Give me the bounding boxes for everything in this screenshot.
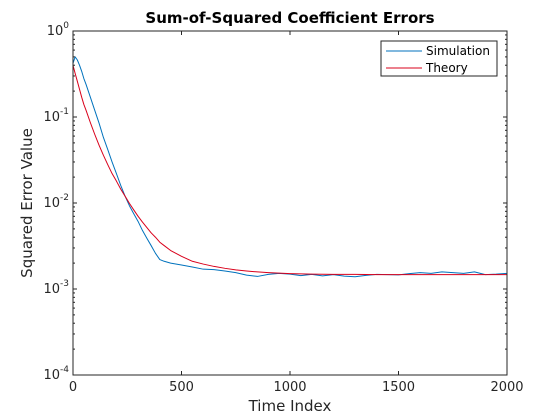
x-axis-ticks: 0 500 1000 1500 2000 [69, 31, 524, 395]
x-axis-label: Time Index [248, 397, 332, 415]
y-axis-ticks: 100 10-1 10-2 10-3 10-4 [43, 21, 507, 383]
plot-background [73, 31, 507, 375]
legend-label-simulation: Simulation [426, 44, 490, 58]
y-tick-label: 10-4 [43, 365, 69, 383]
legend-label-theory: Theory [425, 61, 468, 75]
x-tick-label: 2000 [490, 380, 523, 395]
x-tick-label: 1500 [382, 380, 415, 395]
y-tick-label: 10-2 [43, 193, 69, 211]
x-tick-label: 500 [169, 380, 194, 395]
series-layer [72, 56, 508, 278]
plot-area: 0 500 1000 1500 2000 100 10-1 10-2 10-3 10-4 [43, 21, 523, 395]
legend: Simulation Theory [380, 40, 498, 77]
x-tick-label: 1000 [273, 380, 306, 395]
legend-box [380, 40, 498, 77]
chart-title: Sum-of-Squared Coefficient Errors [145, 9, 434, 27]
y-axis-label: Squared Error Value [18, 128, 36, 278]
y-tick-label: 10-1 [43, 107, 69, 125]
x-tick-label: 0 [69, 380, 77, 395]
series-line-theory [72, 65, 507, 276]
series-line-simulation [72, 56, 508, 278]
y-tick-label: 10-3 [43, 279, 69, 297]
y-tick-label: 100 [47, 21, 70, 39]
